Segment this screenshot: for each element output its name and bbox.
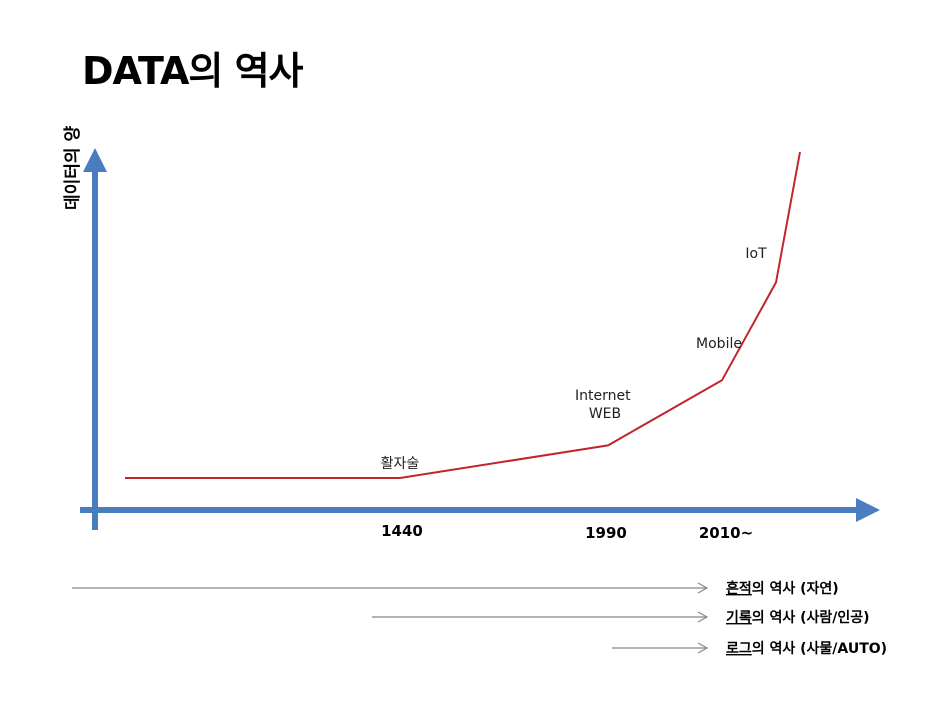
- page-title: DATA의 역사: [82, 49, 303, 93]
- series-line: [125, 151, 801, 479]
- era-rest-log: 의 역사 (사물/AUTO): [752, 640, 887, 657]
- era-arrowhead-log: [697, 642, 709, 654]
- era-label-log: 로그의 역사 (사물/AUTO): [726, 640, 887, 657]
- era-keyword-record: 기록: [726, 610, 752, 626]
- x-tick-label-1990: 1990: [585, 524, 627, 542]
- annotation-internet-line: Internet: [575, 388, 631, 404]
- era-keyword-trace: 흔적: [726, 580, 752, 597]
- annotation-web-line: WEB: [589, 406, 621, 422]
- era-rest-trace: 의 역사 (자연): [752, 580, 839, 597]
- era-arrowhead-trace: [697, 582, 709, 594]
- annotation-typography: 활자술: [381, 456, 420, 472]
- annotation-mobile: Mobile: [696, 336, 742, 352]
- era-arrowhead-record: [697, 611, 709, 623]
- era-label-record: 기록의 역사 (사람/인공): [726, 609, 870, 626]
- era-keyword-log: 로그: [726, 641, 752, 657]
- annotation-internet-web: Internet WEB: [575, 388, 635, 422]
- x-tick-label-1440: 1440: [381, 522, 423, 540]
- x-axis-arrowhead: [856, 498, 880, 522]
- era-label-trace: 흔적의 역사 (자연): [726, 580, 839, 597]
- x-tick-label-2010: 2010~: [699, 524, 753, 542]
- annotation-iot: IoT: [745, 246, 767, 262]
- era-rest-record: 의 역사 (사람/인공): [752, 609, 870, 626]
- y-axis-arrowhead: [83, 148, 107, 172]
